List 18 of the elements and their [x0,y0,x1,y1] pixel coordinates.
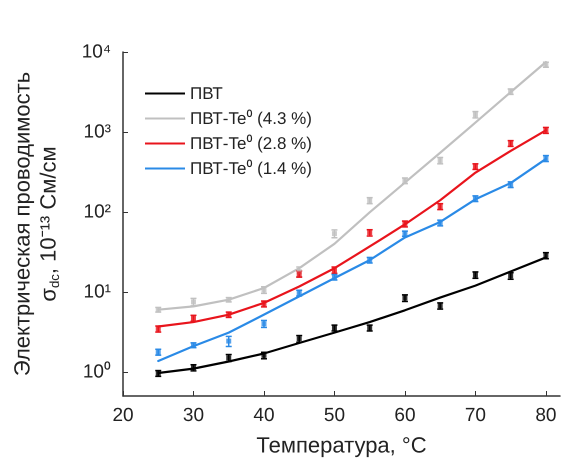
x-tick-label: 40 [253,405,275,426]
y-tick-label: 10⁰ [82,360,111,382]
legend-label: ПВТ-Te⁰ (1.4 %) [190,159,312,178]
legend-label: ПВТ [190,84,223,103]
y-tick-label: 10⁴ [82,42,111,62]
legend-label: ПВТ-Te⁰ (4.3 %) [190,109,312,128]
x-axis-title: Температура, °C [256,432,427,458]
point [226,338,232,344]
y-tick-label: 10³ [84,121,111,142]
x-tick-label: 80 [535,405,556,426]
legend-label: ПВТ-Te⁰ (2.8 %) [190,134,312,153]
x-tick-label: 70 [464,405,486,426]
x-tick-label: 20 [112,405,134,426]
y-tick-label: 10² [84,201,111,222]
x-tick-label: 30 [182,405,204,426]
y-tick-label: 10¹ [84,281,111,302]
x-tick-label: 60 [394,405,416,426]
x-tick-label: 50 [324,405,346,426]
